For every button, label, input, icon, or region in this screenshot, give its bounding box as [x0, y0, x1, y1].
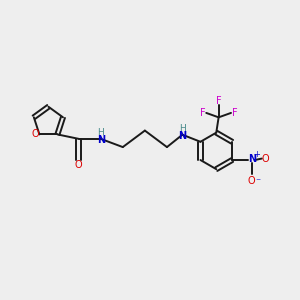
Text: O: O — [248, 176, 256, 186]
Text: N: N — [97, 135, 105, 145]
Text: F: F — [216, 96, 221, 106]
Text: F: F — [232, 108, 237, 118]
Text: N: N — [248, 154, 256, 164]
Text: O: O — [75, 160, 83, 170]
Text: F: F — [200, 108, 206, 118]
Text: N: N — [178, 131, 187, 141]
Text: O: O — [32, 129, 39, 140]
Text: H: H — [179, 124, 186, 133]
Text: H: H — [97, 128, 104, 137]
Text: ⁻: ⁻ — [256, 178, 261, 188]
Text: +: + — [253, 150, 260, 159]
Text: O: O — [262, 154, 269, 164]
